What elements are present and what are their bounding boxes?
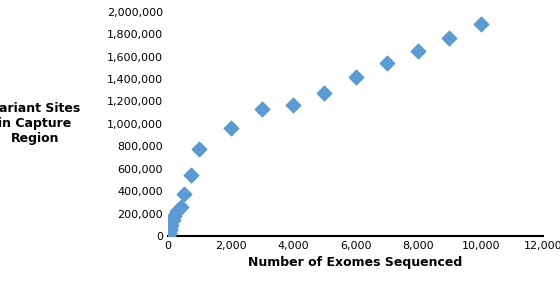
- Point: [382, 61, 391, 66]
- X-axis label: Number of Exomes Sequenced: Number of Exomes Sequenced: [249, 256, 463, 269]
- Point: [414, 49, 423, 53]
- Point: [164, 233, 173, 237]
- Point: [320, 90, 329, 95]
- Point: [195, 147, 204, 152]
- Point: [179, 192, 188, 196]
- Point: [445, 35, 454, 40]
- Point: [187, 173, 196, 177]
- Point: [226, 126, 235, 131]
- Point: [170, 214, 179, 219]
- Point: [257, 107, 266, 112]
- Point: [476, 22, 485, 27]
- Point: [167, 222, 176, 227]
- Y-axis label: Variant Sites
in Capture
Region: Variant Sites in Capture Region: [0, 102, 80, 145]
- Point: [165, 230, 174, 235]
- Point: [173, 209, 182, 214]
- Point: [288, 103, 297, 108]
- Point: [176, 204, 185, 209]
- Point: [351, 75, 360, 80]
- Point: [166, 225, 175, 230]
- Point: [168, 218, 177, 223]
- Point: [164, 232, 173, 236]
- Point: [165, 228, 174, 233]
